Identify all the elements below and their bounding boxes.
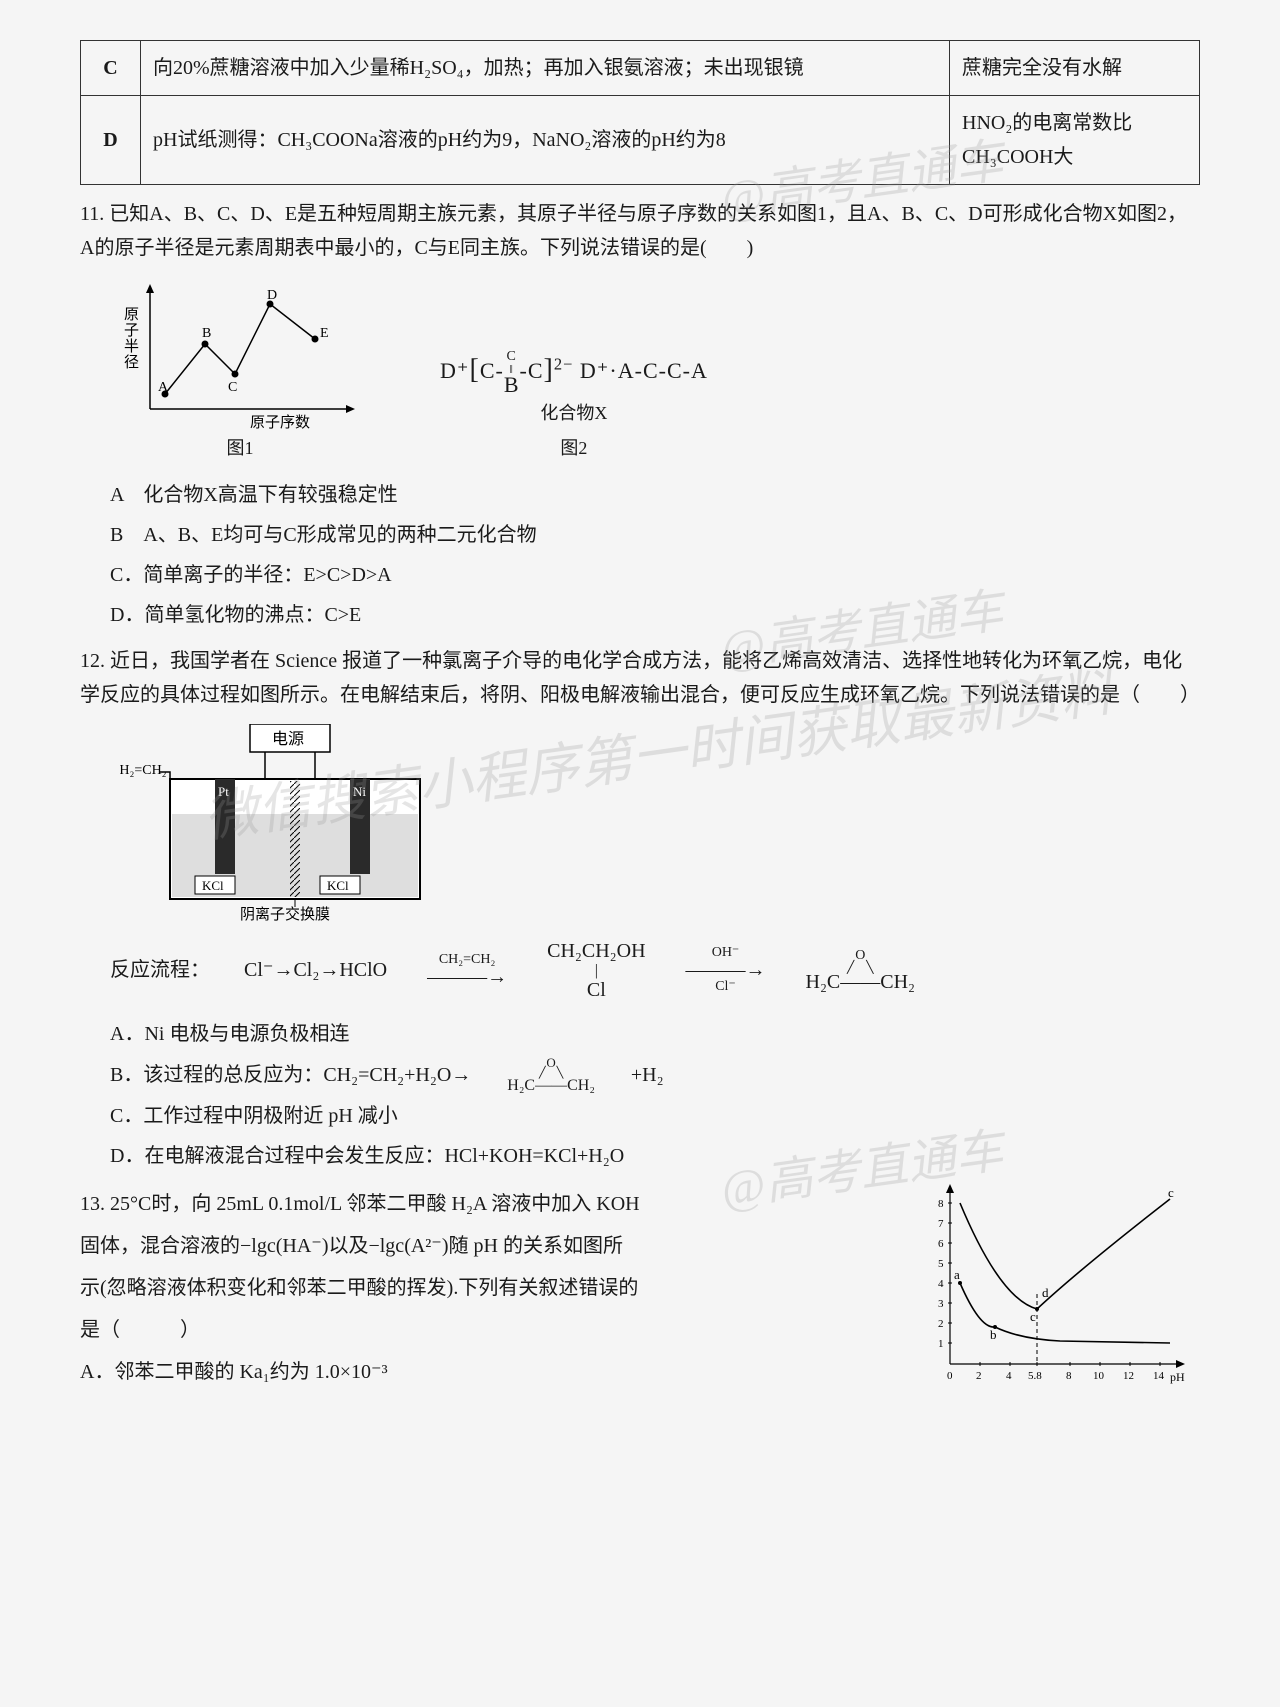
q13-stem-1: 13. 25°C时，向 25mL 0.1mol/L 邻苯二甲酸 H₂A 溶液中加…	[80, 1187, 900, 1221]
figure-1: A B C D E 原 子 半 径 原子序数 图1	[120, 279, 360, 464]
svg-text:B: B	[202, 326, 211, 341]
svg-text:8: 8	[1066, 1370, 1072, 1382]
svg-text:半: 半	[124, 338, 139, 355]
svg-text:a: a	[954, 1267, 960, 1282]
q12-opt-a: A．Ni 电极与电源负极相连	[80, 1017, 1200, 1051]
option-table: C 向20%蔗糖溶液中加入少量稀H₂SO₄，加热；再加入银氨溶液；未出现银镜 蔗…	[80, 40, 1200, 185]
table-row: D pH试纸测得：CH₃COONa溶液的pH约为9，NaNO₂溶液的pH约为8 …	[81, 96, 1200, 185]
svg-text:4: 4	[938, 1278, 944, 1290]
row-d-label: D	[81, 96, 141, 185]
svg-text:b: b	[990, 1327, 997, 1342]
svg-text:径: 径	[124, 354, 139, 371]
svg-text:电源: 电源	[272, 730, 304, 748]
svg-text:D: D	[267, 288, 277, 303]
row-c-label: C	[81, 41, 141, 96]
svg-text:A: A	[158, 380, 169, 395]
figure-2: D⁺[C-C‖B-C]2− D⁺·A-C-C-A 化合物X 图2	[440, 346, 708, 464]
q13-block: 13. 25°C时，向 25mL 0.1mol/L 邻苯二甲酸 H₂A 溶液中加…	[80, 1179, 1200, 1395]
svg-text:14: 14	[1153, 1370, 1165, 1382]
q11-stem: 11. 已知A、B、C、D、E是五种短周期主族元素，其原子半径与原子序数的关系如…	[80, 197, 1200, 265]
row-d-right: HNO₂的电离常数比CH₃COOH大	[950, 96, 1200, 185]
q11-opt-b: B A、B、E均可与C形成常见的两种二元化合物	[80, 518, 1200, 552]
svg-text:Ni: Ni	[353, 784, 366, 799]
q12-opt-d: D．在电解液混合过程中会发生反应：HCl+KOH=KCl+H₂O	[80, 1139, 1200, 1173]
svg-text:6: 6	[938, 1238, 944, 1250]
fig2-label: 化合物X	[440, 398, 708, 429]
svg-text:0: 0	[947, 1370, 953, 1382]
svg-text:2: 2	[938, 1318, 944, 1330]
q13-opt-a: A．邻苯二甲酸的 Ka₁约为 1.0×10⁻³	[80, 1355, 900, 1389]
fig2-caption: 图2	[440, 433, 708, 464]
svg-text:8: 8	[938, 1198, 944, 1210]
svg-text:2: 2	[976, 1370, 982, 1382]
q11-opt-d: D．简单氢化物的沸点：C>E	[80, 598, 1200, 632]
graph-1-svg: A B C D E 原 子 半 径 原子序数	[120, 279, 360, 429]
row-c-right: 蔗糖完全没有水解	[950, 41, 1200, 96]
svg-text:d: d	[1042, 1285, 1049, 1300]
svg-text:12: 12	[1123, 1370, 1134, 1382]
row-c-mid: 向20%蔗糖溶液中加入少量稀H₂SO₄，加热；再加入银氨溶液；未出现银镜	[141, 41, 950, 96]
svg-text:10: 10	[1093, 1370, 1105, 1382]
svg-text:c: c	[1168, 1185, 1174, 1200]
q12-opt-c: C．工作过程中阴极附近 pH 减小	[80, 1099, 1200, 1133]
q11-figures: A B C D E 原 子 半 径 原子序数 图1 D⁺[C-C‖B-C]2− …	[120, 279, 1200, 464]
svg-text:pH: pH	[1170, 1370, 1185, 1384]
axis-y-label: 原	[124, 307, 139, 323]
svg-text:c: c	[1030, 1309, 1036, 1324]
reaction-label: 反应流程：	[80, 953, 210, 987]
fig1-caption: 图1	[120, 433, 360, 464]
svg-text:5.8: 5.8	[1028, 1370, 1042, 1382]
reaction-flow: 反应流程： Cl⁻→Cl₂→HClO CH₂=CH₂ ———→ CH₂CH₂OH…	[80, 940, 1200, 1002]
svg-text:5: 5	[938, 1258, 944, 1270]
svg-text:4: 4	[1006, 1370, 1012, 1382]
fig2-formula: D⁺[C-C‖B-C]2− D⁺·A-C-C-A	[440, 346, 708, 395]
svg-text:Pt: Pt	[218, 784, 229, 799]
table-row: C 向20%蔗糖溶液中加入少量稀H₂SO₄，加热；再加入银氨溶液；未出现银镜 蔗…	[81, 41, 1200, 96]
svg-text:KCl: KCl	[202, 878, 224, 893]
svg-text:E: E	[320, 326, 329, 341]
q12-diagram: 电源 Pt Ni CH₂=CH₂ KCl KCl 阴离子交换膜	[120, 724, 1200, 924]
svg-text:1: 1	[938, 1338, 944, 1350]
q11-opt-a: A 化合物X高温下有较强稳定性	[80, 478, 1200, 512]
svg-text:C: C	[228, 380, 237, 395]
reaction-p1: Cl⁻→Cl₂→HClO	[214, 953, 387, 987]
q13-stem-4: 是（ ）	[80, 1313, 900, 1347]
svg-text:KCl: KCl	[327, 878, 349, 893]
q11-opt-c: C．简单离子的半径：E>C>D>A	[80, 558, 1200, 592]
q13-chart: 1 2 3 4 5 6 7 8 0 2 4 5.8 8 10 12 14 pH	[920, 1179, 1200, 1389]
svg-text:阴离子交换膜: 阴离子交换膜	[240, 905, 330, 923]
q13-stem-3: 示(忽略溶液体积变化和邻苯二甲酸的挥发).下列有关叙述错误的	[80, 1271, 900, 1305]
q12-stem: 12. 近日，我国学者在 Science 报道了一种氯离子介导的电化学合成方法，…	[80, 644, 1200, 712]
svg-text:CH₂=CH₂: CH₂=CH₂	[120, 763, 167, 778]
svg-text:3: 3	[938, 1298, 944, 1310]
q12-opt-b: B．该过程的总反应为：CH₂=CH₂+H₂O→ O ╱ ╲ H₂C——CH₂ +…	[80, 1057, 1200, 1093]
svg-text:子: 子	[124, 322, 139, 339]
svg-text:7: 7	[938, 1218, 944, 1230]
q13-stem-2: 固体，混合溶液的−lgc(HA⁻)以及−lgc(A²⁻)随 pH 的关系如图所	[80, 1229, 900, 1263]
axis-x-label: 原子序数	[250, 414, 310, 429]
row-d-mid: pH试纸测得：CH₃COONa溶液的pH约为9，NaNO₂溶液的pH约为8	[141, 96, 950, 185]
